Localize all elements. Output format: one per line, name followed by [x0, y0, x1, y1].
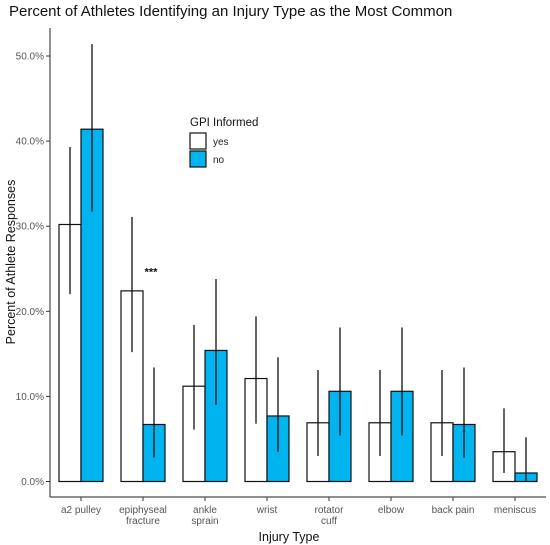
x-tick-label: elbow: [378, 505, 405, 516]
x-tick-label: back pain: [432, 505, 475, 516]
legend-key-no: [189, 150, 207, 168]
x-tick-label: a2 pulley: [61, 505, 101, 516]
y-tick-label: 40.0%: [16, 137, 44, 148]
chart-title: Percent of Athletes Identifying an Injur…: [9, 3, 452, 20]
y-axis-ticks: 0.0% 10.0% 20.0% 30.0% 40.0% 50.0%: [16, 52, 50, 488]
y-tick-label: 10.0%: [16, 392, 44, 403]
annotations: ***: [145, 267, 159, 279]
y-axis-title: Percent of Athlete Responses: [4, 180, 18, 345]
legend-key-yes: [189, 132, 207, 150]
legend-label-no: no: [213, 155, 225, 166]
x-tick-label: ankle sprain: [191, 505, 218, 527]
y-tick-label: 30.0%: [16, 222, 44, 233]
legend-title: GPI Informed: [190, 117, 258, 129]
x-axis-ticks: a2 pulley epiphyseal fracture ankle sprain wr…: [61, 497, 536, 527]
y-tick-label: 20.0%: [16, 307, 44, 318]
x-tick-label: meniscus: [494, 505, 536, 516]
y-tick-label: 0.0%: [21, 477, 44, 488]
x-tick-label: wrist: [256, 505, 278, 516]
significance-marker: ***: [145, 267, 159, 279]
x-tick-label: rotator cuff: [315, 505, 345, 527]
x-axis-title: Injury Type: [259, 530, 320, 544]
bars: [58, 128, 538, 483]
legend: GPI Informed yes no: [189, 117, 258, 168]
error-bars: [69, 44, 527, 481]
y-tick-label: 50.0%: [16, 52, 44, 63]
x-tick-label: epiphyseal fracture: [119, 505, 167, 527]
legend-label-yes: yes: [213, 137, 229, 148]
